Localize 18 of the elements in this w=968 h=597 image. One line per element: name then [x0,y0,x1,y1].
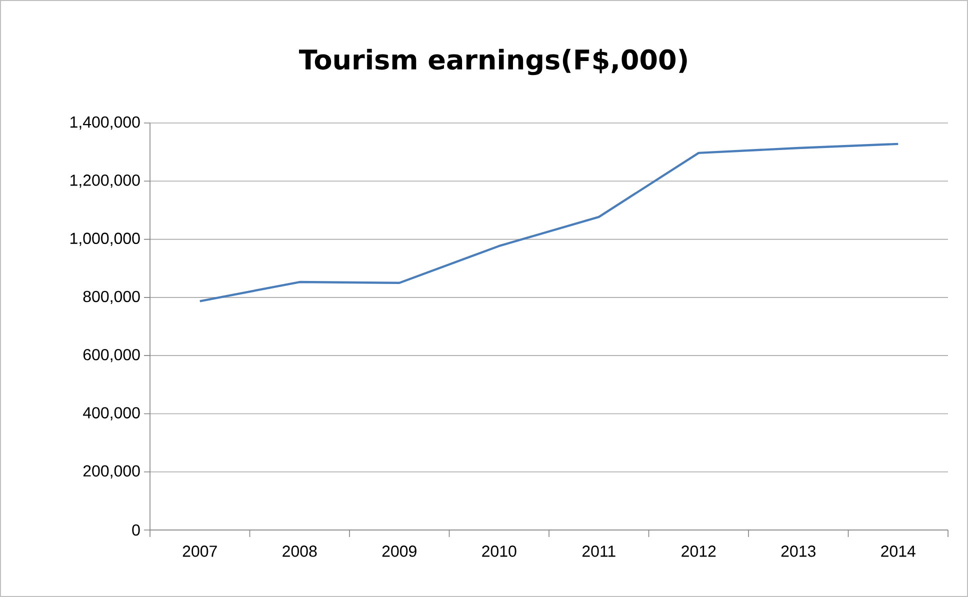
y-tick-label: 1,000,000 [70,232,140,246]
x-tick-label: 2007 [182,546,217,557]
y-tick-label: 1,400,000 [70,116,140,130]
y-tick-label: 200,000 [83,465,140,478]
y-tick-label: 400,000 [82,407,140,420]
x-tick-label: 2009 [382,546,416,557]
y-tick-label: 1,200,000 [70,174,140,188]
x-tick-label: 2013 [781,546,816,557]
y-tick-label: 0 [132,524,140,536]
x-tick-label: 2014 [881,546,916,557]
x-tick-label: 2008 [282,546,317,557]
y-tick-label: 600,000 [83,348,140,362]
chart-title: Tourism earnings(F$,000) [299,48,687,76]
x-tick-label: 2010 [482,546,516,557]
y-tick-label: 800,000 [83,290,140,304]
x-tick-label: 2012 [682,546,716,557]
x-tick-label: 2011 [582,546,616,557]
line-series [198,142,900,302]
